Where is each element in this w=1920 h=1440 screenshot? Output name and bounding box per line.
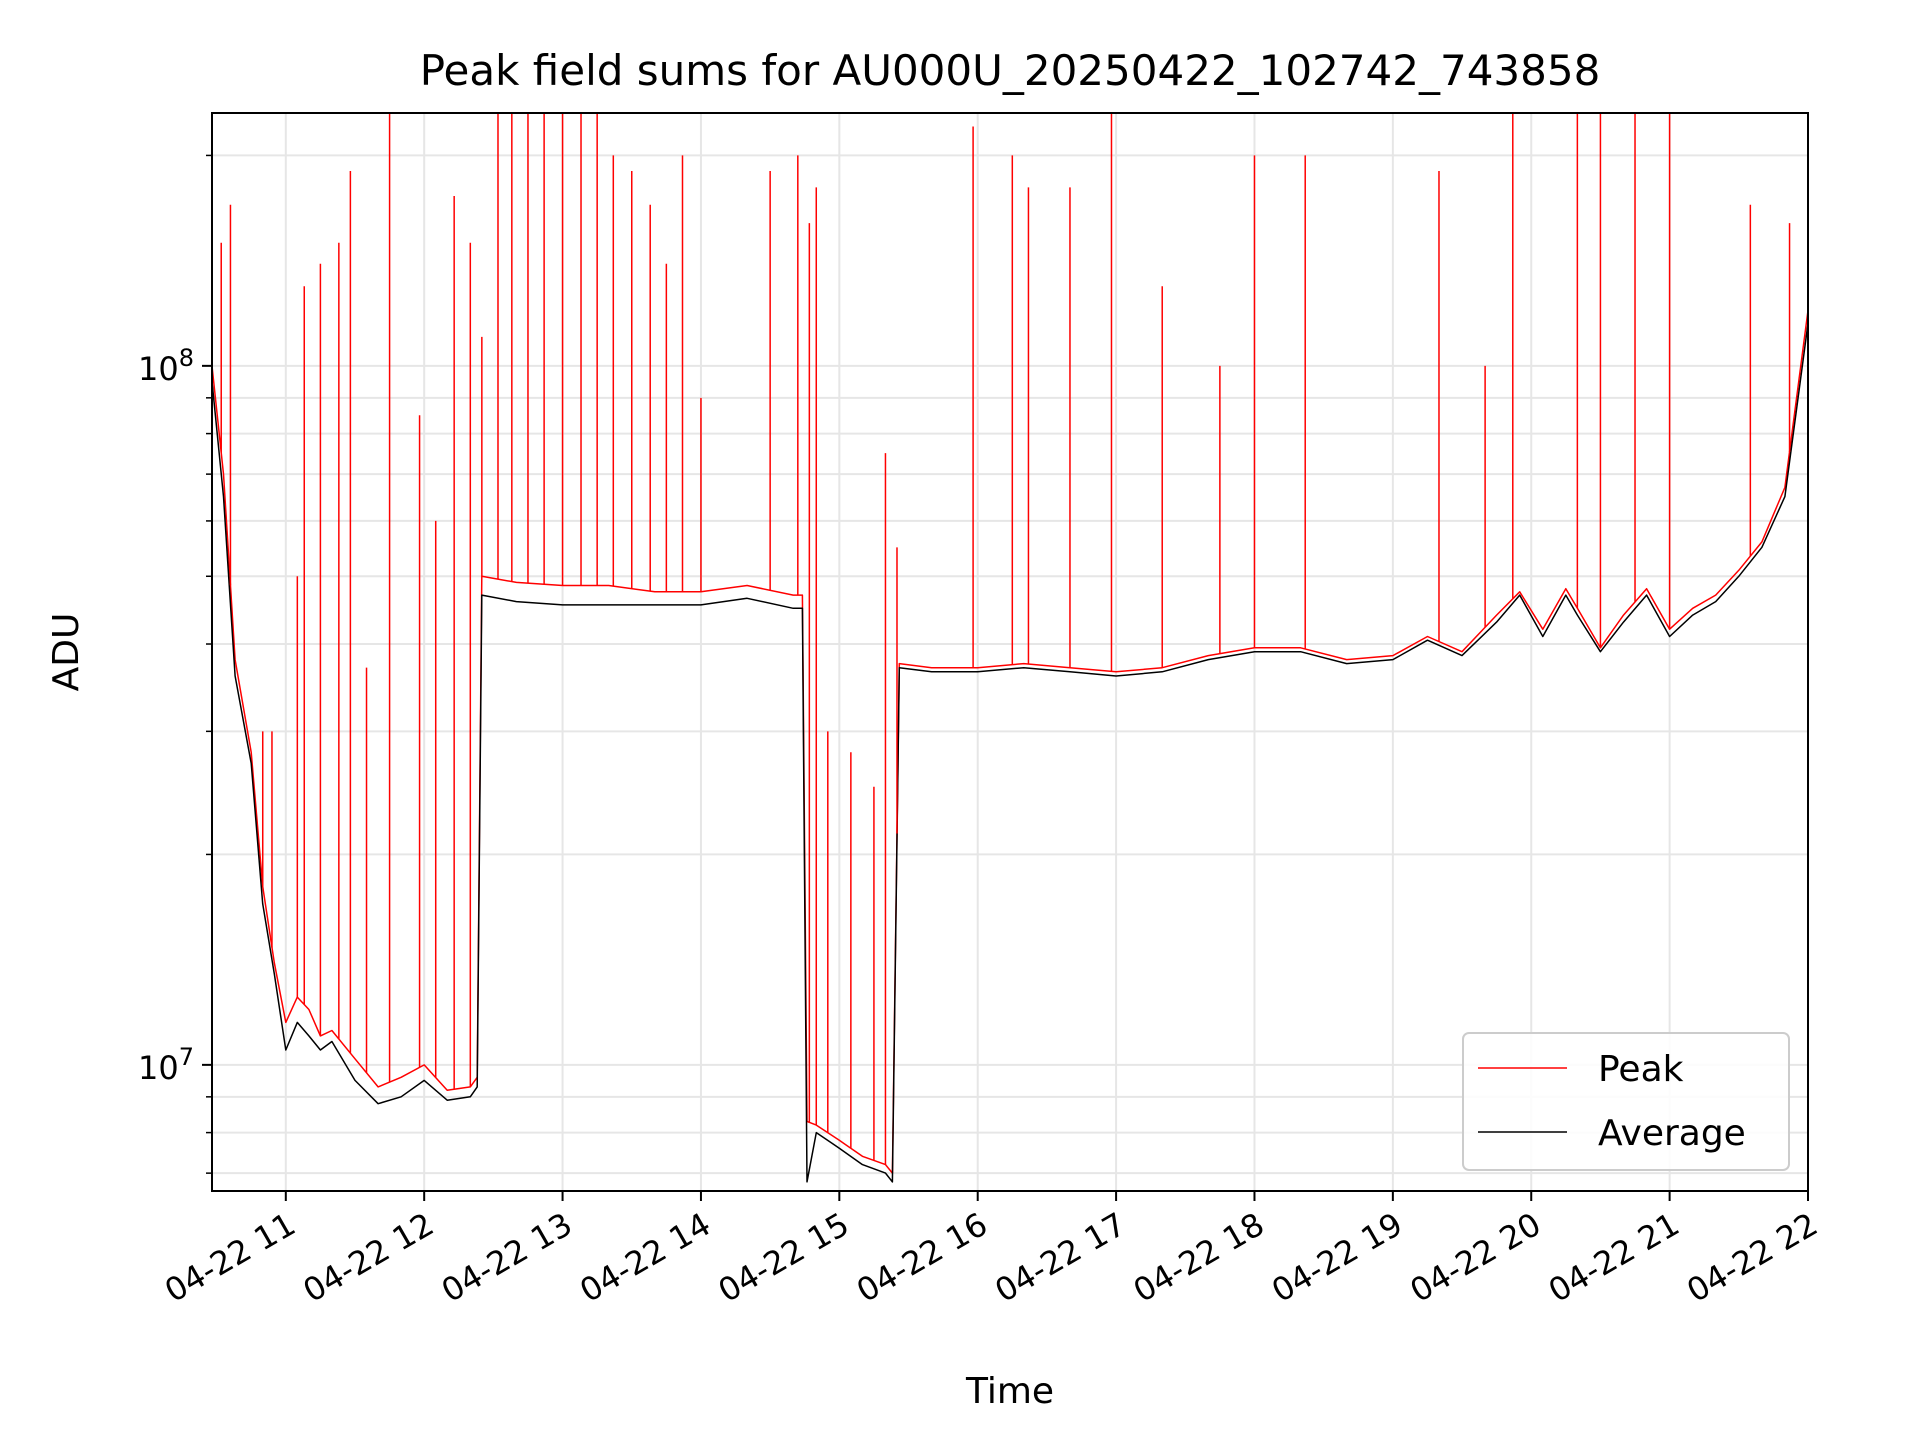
- y-axis-label: ADU: [46, 613, 87, 692]
- y-axis: 107 108: [138, 154, 212, 1174]
- chart-title: Peak field sums for AU000U_20250422_1027…: [420, 46, 1601, 95]
- y-tick-label: 107: [138, 1043, 194, 1087]
- plot-series: [212, 113, 1808, 1183]
- series-group: [212, 113, 1808, 1183]
- legend: Peak Average: [1462, 1032, 1790, 1171]
- plot-frame: [211, 112, 1809, 1192]
- series-average-line: [212, 323, 1808, 1183]
- series-peak-line: [212, 310, 1808, 1174]
- x-axis-label: Time: [965, 1371, 1054, 1412]
- y-tick-label: 108: [138, 344, 194, 388]
- legend-peak-label: Peak: [1598, 1049, 1684, 1090]
- legend-average-label: Average: [1598, 1113, 1746, 1154]
